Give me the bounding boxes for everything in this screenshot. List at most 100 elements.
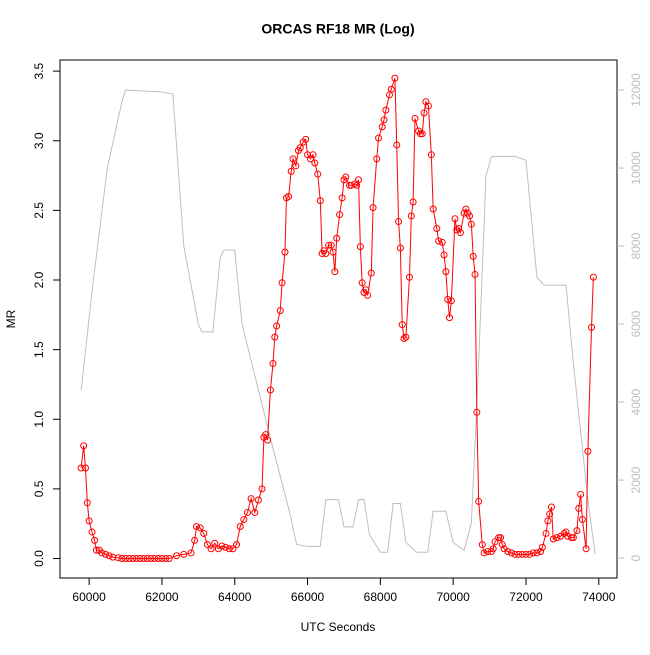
y-tick-label: 2.5 — [32, 202, 46, 219]
data-point — [314, 170, 322, 178]
data-point — [451, 215, 459, 223]
data-point — [355, 176, 363, 184]
data-point — [165, 555, 173, 563]
data-point — [582, 545, 590, 553]
data-point — [418, 130, 426, 138]
data-point — [287, 167, 295, 175]
data-point — [229, 545, 237, 553]
data-point — [497, 534, 505, 542]
data-point — [251, 509, 259, 517]
data-point — [393, 141, 401, 149]
x-tick-label: 74000 — [582, 590, 616, 604]
data-point — [471, 270, 479, 278]
data-point — [573, 527, 581, 535]
data-point — [98, 549, 106, 557]
data-point — [271, 333, 279, 341]
data-point — [309, 151, 317, 159]
data-point — [191, 536, 199, 544]
data-point — [364, 291, 372, 299]
data-point — [546, 510, 554, 518]
x-tick-label: 68000 — [364, 590, 398, 604]
data-point — [105, 552, 113, 560]
data-point — [247, 495, 255, 503]
data-point — [278, 279, 286, 287]
data-point — [88, 528, 96, 536]
x-tick-label: 60000 — [72, 590, 106, 604]
y-tick-label: 0.0 — [32, 550, 46, 567]
y-tick-label: 3.0 — [32, 132, 46, 149]
data-point — [433, 224, 441, 232]
data-point — [347, 181, 355, 189]
x-axis-label: UTC Seconds — [301, 620, 376, 634]
y-tick-label: 2.0 — [32, 271, 46, 288]
data-point — [409, 198, 417, 206]
data-point — [91, 536, 99, 544]
data-point — [85, 517, 93, 525]
data-point — [92, 546, 100, 554]
data-point — [243, 509, 251, 517]
data-point — [325, 241, 333, 249]
data-point — [518, 550, 526, 558]
data-point — [236, 522, 244, 530]
y2-tick-label: 12000 — [629, 73, 643, 107]
data-point — [240, 516, 248, 524]
data-point — [342, 173, 350, 181]
data-point — [375, 134, 383, 142]
data-point — [484, 548, 492, 556]
data-point — [549, 535, 557, 543]
y-tick-label: 1.0 — [32, 411, 46, 428]
data-point — [180, 550, 188, 558]
data-point — [569, 534, 577, 542]
data-point — [140, 555, 148, 563]
data-point — [292, 162, 300, 170]
data-point — [515, 550, 523, 558]
y2-tick-label: 0 — [629, 554, 643, 561]
data-point — [553, 534, 561, 542]
data-point — [356, 243, 364, 251]
data-point — [102, 550, 110, 558]
data-point — [438, 238, 446, 246]
data-point — [151, 555, 159, 563]
data-point — [269, 360, 277, 368]
data-point — [196, 524, 204, 532]
data-point — [329, 248, 337, 256]
data-point — [336, 211, 344, 219]
data-point — [264, 436, 272, 444]
data-point — [544, 517, 552, 525]
data-point — [504, 548, 512, 556]
data-point — [522, 550, 530, 558]
data-point — [296, 144, 304, 152]
data-point — [273, 322, 281, 330]
x-tick-label: 66000 — [291, 590, 325, 604]
x-tick-label: 64000 — [218, 590, 252, 604]
data-point — [333, 234, 341, 242]
data-point — [456, 229, 464, 237]
data-point — [369, 204, 377, 212]
data-point — [122, 555, 130, 563]
data-point — [129, 555, 137, 563]
data-point — [322, 250, 330, 258]
data-point — [575, 504, 583, 512]
data-point — [542, 529, 550, 537]
data-point — [489, 545, 497, 553]
data-point — [83, 499, 91, 507]
data-point — [316, 197, 324, 205]
data-point — [402, 333, 410, 341]
data-point — [538, 543, 546, 551]
data-point — [143, 555, 151, 563]
chart-title: ORCAS RF18 MR (Log) — [261, 21, 414, 37]
data-point — [588, 323, 596, 331]
data-point — [478, 541, 486, 549]
data-point — [367, 269, 375, 277]
data-point — [380, 116, 388, 124]
data-point — [203, 541, 211, 549]
data-point — [435, 237, 443, 245]
data-point — [533, 549, 541, 557]
data-point — [233, 541, 241, 549]
y-tick-label: 0.5 — [32, 480, 46, 497]
y2-tick-label: 6000 — [629, 310, 643, 337]
plot-frame — [59, 59, 618, 579]
data-point — [495, 534, 503, 542]
data-point — [378, 123, 386, 131]
